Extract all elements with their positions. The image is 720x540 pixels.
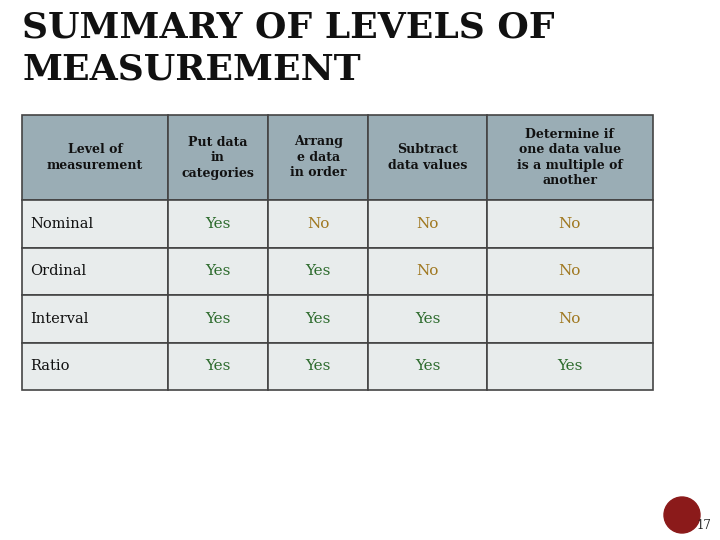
Bar bbox=[168, 295, 268, 342]
Bar bbox=[168, 247, 268, 295]
Bar bbox=[22, 200, 168, 247]
Text: Interval: Interval bbox=[30, 312, 89, 326]
Text: Yes: Yes bbox=[205, 217, 230, 231]
Text: No: No bbox=[559, 312, 581, 326]
Bar bbox=[168, 342, 268, 390]
Bar bbox=[487, 115, 652, 200]
Text: No: No bbox=[559, 217, 581, 231]
Bar bbox=[369, 295, 487, 342]
Bar bbox=[268, 342, 369, 390]
Text: No: No bbox=[417, 217, 439, 231]
Text: Yes: Yes bbox=[305, 312, 331, 326]
Bar bbox=[22, 295, 168, 342]
Text: Arrang
e data
in order: Arrang e data in order bbox=[290, 136, 346, 179]
Text: Subtract
data values: Subtract data values bbox=[388, 143, 467, 172]
Text: Yes: Yes bbox=[205, 312, 230, 326]
Text: Yes: Yes bbox=[305, 264, 331, 278]
Text: No: No bbox=[559, 264, 581, 278]
Bar bbox=[369, 115, 487, 200]
Bar bbox=[487, 342, 652, 390]
Bar bbox=[268, 115, 369, 200]
Text: 17: 17 bbox=[697, 519, 712, 532]
Bar bbox=[168, 115, 268, 200]
Bar bbox=[168, 200, 268, 247]
Bar bbox=[369, 247, 487, 295]
Text: SUMMARY OF LEVELS OF: SUMMARY OF LEVELS OF bbox=[22, 10, 554, 44]
Bar bbox=[268, 247, 369, 295]
Bar bbox=[22, 342, 168, 390]
Text: MEASUREMENT: MEASUREMENT bbox=[22, 52, 361, 86]
Text: Yes: Yes bbox=[205, 264, 230, 278]
Text: Nominal: Nominal bbox=[30, 217, 93, 231]
Text: Yes: Yes bbox=[305, 359, 331, 373]
Text: Ratio: Ratio bbox=[30, 359, 70, 373]
Bar bbox=[487, 295, 652, 342]
Bar bbox=[369, 200, 487, 247]
Bar bbox=[22, 247, 168, 295]
Bar bbox=[268, 200, 369, 247]
Bar bbox=[268, 295, 369, 342]
Text: No: No bbox=[307, 217, 330, 231]
Text: Ordinal: Ordinal bbox=[30, 264, 86, 278]
Bar bbox=[487, 247, 652, 295]
Text: Level of
measurement: Level of measurement bbox=[47, 143, 143, 172]
Text: Yes: Yes bbox=[415, 359, 441, 373]
Text: Yes: Yes bbox=[557, 359, 582, 373]
Text: No: No bbox=[417, 264, 439, 278]
Text: Determine if
one data value
is a multiple of
another: Determine if one data value is a multipl… bbox=[517, 128, 623, 187]
Text: Yes: Yes bbox=[415, 312, 441, 326]
Bar bbox=[369, 342, 487, 390]
Circle shape bbox=[664, 497, 700, 533]
Text: Put data
in
categories: Put data in categories bbox=[181, 136, 254, 179]
Text: Yes: Yes bbox=[205, 359, 230, 373]
Bar bbox=[487, 200, 652, 247]
Bar bbox=[22, 115, 168, 200]
